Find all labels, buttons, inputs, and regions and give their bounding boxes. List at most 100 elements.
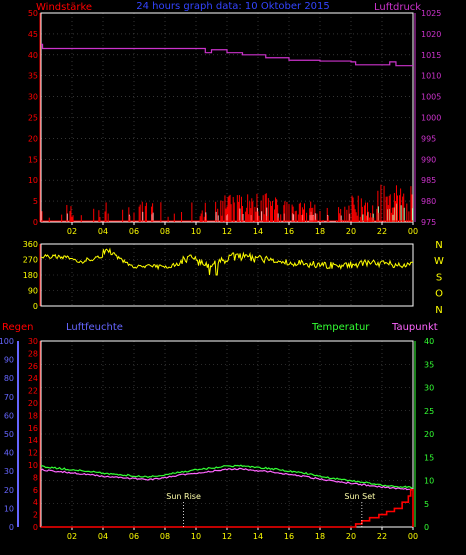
pressure-axis-title: Luftdruck <box>374 2 421 13</box>
pressure-line <box>41 43 413 67</box>
wind-direction-line <box>40 247 414 276</box>
rain-ytick-label: 8 <box>33 473 38 482</box>
direction-label: N <box>435 305 442 316</box>
temperature-axis-title: Temperatur <box>311 322 370 333</box>
dir-ytick-label: 270 <box>23 256 38 265</box>
temp-xtick-label: 06 <box>129 532 139 541</box>
direction-plot-area <box>40 243 414 307</box>
temperature-ytick-label: 5 <box>424 500 429 509</box>
temperature-ytick-label: 40 <box>424 337 434 346</box>
temperature-ytick-label: 10 <box>424 477 434 486</box>
rain-ytick-label: 2 <box>33 511 38 520</box>
temp-xtick-label: 14 <box>253 532 263 541</box>
chart-title: 24 hours graph data: 10 Oktober 2015 <box>136 1 330 12</box>
wind-xtick-label: 10 <box>191 227 201 236</box>
pressure-ytick-label: 975 <box>421 218 436 227</box>
rain-ytick-label: 14 <box>28 436 38 445</box>
wind-ytick-label: 30 <box>28 93 38 102</box>
wind-xtick-label: 20 <box>346 227 356 236</box>
temp-xtick-label: 04 <box>98 532 108 541</box>
wind-ytick-label: 50 <box>28 9 38 18</box>
wind-xtick-label: 00 <box>408 227 418 236</box>
humidity-ytick-label: 40 <box>4 449 14 458</box>
humidity-ytick-label: 20 <box>4 486 14 495</box>
wind-ytick-label: 15 <box>28 155 38 164</box>
temp-xtick-label: 10 <box>191 532 201 541</box>
rain-ytick-label: 26 <box>28 362 38 371</box>
wind-ytick-label: 10 <box>28 176 38 185</box>
temperature-ytick-label: 0 <box>424 523 429 532</box>
rain-ytick-label: 6 <box>33 486 38 495</box>
wind-ytick-label: 20 <box>28 134 38 143</box>
rain-ytick-label: 22 <box>28 387 38 396</box>
pressure-ytick-label: 980 <box>421 197 436 206</box>
rain-line <box>41 489 414 528</box>
pressure-ytick-label: 1015 <box>421 51 441 60</box>
wind-xtick-label: 14 <box>253 227 263 236</box>
direction-label: S <box>436 272 442 283</box>
dir-ytick-label: 180 <box>23 271 38 280</box>
rain-ytick-label: 10 <box>28 461 38 470</box>
humidity-ytick-label: 50 <box>4 430 14 439</box>
wind-xtick-label: 02 <box>67 227 77 236</box>
humidity-ytick-label: 70 <box>4 393 14 402</box>
rain-ytick-label: 16 <box>28 424 38 433</box>
dewpoint-line <box>40 467 414 491</box>
wind-xtick-label: 06 <box>129 227 139 236</box>
wind-xtick-label: 16 <box>284 227 294 236</box>
direction-label: N <box>435 240 442 251</box>
wind-ytick-label: 5 <box>33 197 38 206</box>
rain-ytick-label: 12 <box>28 449 38 458</box>
rain-axis-title: Regen <box>2 322 34 333</box>
dir-ytick-label: 90 <box>28 287 38 296</box>
temp-xtick-label: 20 <box>346 532 356 541</box>
direction-label: W <box>434 256 444 267</box>
rain-ytick-label: 0 <box>33 523 38 532</box>
pressure-ytick-label: 990 <box>421 155 436 164</box>
temperature-line <box>40 464 414 489</box>
temp-xtick-label: 16 <box>284 532 294 541</box>
wind-ytick-label: 35 <box>28 72 38 81</box>
wind-ytick-label: 25 <box>28 114 38 123</box>
temp-xtick-label: 22 <box>377 532 387 541</box>
rain-ytick-label: 24 <box>28 374 38 383</box>
temperature-ytick-label: 35 <box>424 360 434 369</box>
wind-ytick-label: 0 <box>33 218 38 227</box>
humidity-ytick-label: 80 <box>4 374 14 383</box>
temperature-ytick-label: 20 <box>424 430 434 439</box>
rain-ytick-label: 4 <box>33 498 38 507</box>
humidity-axis-title: Luftfeuchte <box>66 322 123 333</box>
pressure-ytick-label: 1020 <box>421 30 441 39</box>
temp-xtick-label: 02 <box>67 532 77 541</box>
pressure-ytick-label: 1010 <box>421 72 441 81</box>
pressure-ytick-label: 995 <box>421 134 436 143</box>
humidity-ytick-label: 60 <box>4 411 14 420</box>
humidity-ytick-label: 100 <box>0 337 14 346</box>
direction-label: O <box>435 289 443 300</box>
dir-ytick-label: 360 <box>23 240 38 249</box>
humidity-ytick-label: 90 <box>4 356 14 365</box>
humidity-ytick-label: 0 <box>9 523 14 532</box>
temp-xtick-label: 00 <box>408 532 418 541</box>
pressure-ytick-label: 985 <box>421 176 436 185</box>
humidity-ytick-label: 10 <box>4 504 14 513</box>
rain-ytick-label: 20 <box>28 399 38 408</box>
rain-ytick-label: 30 <box>28 337 38 346</box>
dir-ytick-label: 0 <box>33 302 38 311</box>
wind-xtick-label: 04 <box>98 227 108 236</box>
wind-ytick-label: 40 <box>28 51 38 60</box>
temperature-ytick-label: 15 <box>424 453 434 462</box>
temp-xtick-label: 12 <box>222 532 232 541</box>
temperature-ytick-label: 25 <box>424 407 434 416</box>
rain-ytick-label: 28 <box>28 349 38 358</box>
pressure-ytick-label: 1000 <box>421 114 441 123</box>
sunset-label: Sun Set <box>344 492 375 501</box>
wind-xtick-label: 22 <box>377 227 387 236</box>
dewpoint-axis-title: Taupunkt <box>391 322 438 333</box>
temperature-ytick-label: 30 <box>424 384 434 393</box>
wind-xtick-label: 08 <box>160 227 170 236</box>
wind-xtick-label: 12 <box>222 227 232 236</box>
wind-ytick-label: 45 <box>28 30 38 39</box>
temp-xtick-label: 08 <box>160 532 170 541</box>
